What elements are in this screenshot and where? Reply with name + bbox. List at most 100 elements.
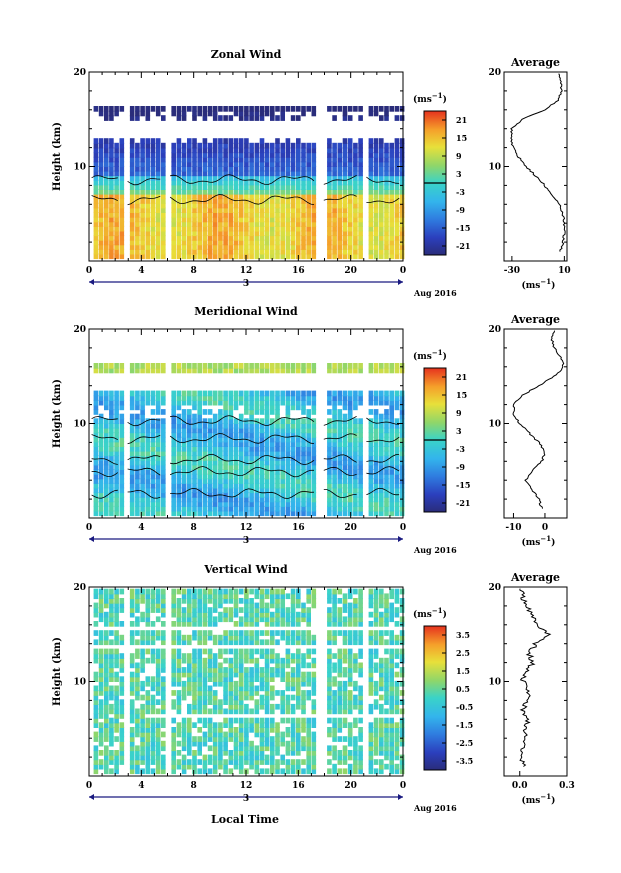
heatmap-cell (135, 593, 140, 600)
heatmap-cell (119, 165, 125, 172)
heatmap-cell (259, 482, 265, 489)
heatmap-cell (275, 427, 280, 434)
heatmap-cell (399, 505, 405, 512)
heatmap-cell (98, 496, 104, 503)
heatmap-cell (187, 395, 192, 401)
heatmap-cell (249, 671, 254, 678)
heatmap-cell (212, 445, 218, 452)
heatmap-cell (332, 478, 337, 484)
heatmap-cell (384, 212, 389, 218)
heatmap-cell (238, 138, 244, 144)
heatmap-cell (249, 459, 254, 466)
heatmap-cell (280, 496, 285, 503)
heatmap-cell (275, 653, 280, 659)
heatmap-cell (171, 593, 176, 600)
profile-x-label: (ms−1) (522, 534, 556, 548)
heatmap-cell (347, 248, 353, 255)
heatmap-cell (259, 685, 265, 692)
heatmap-cell (233, 685, 239, 692)
heatmap-cell (244, 690, 249, 696)
heatmap-cell (347, 409, 353, 415)
heatmap-cell (254, 142, 260, 149)
heatmap-cell (244, 152, 249, 158)
heatmap-cell (296, 667, 301, 673)
heatmap-cell (306, 235, 311, 241)
heatmap-cell (192, 156, 197, 163)
heatmap-cell (358, 745, 363, 752)
heatmap-cell (238, 363, 244, 369)
heatmap-cell (358, 731, 363, 738)
heatmap-cell (270, 768, 275, 775)
heatmap-cell (145, 147, 151, 154)
heatmap-cell (384, 630, 389, 636)
heatmap-cell (275, 142, 280, 149)
heatmap-cell (259, 395, 265, 401)
heatmap-cell (337, 473, 343, 480)
heatmap-cell (259, 667, 265, 673)
heatmap-cell (223, 478, 228, 484)
heatmap-cell (264, 450, 270, 457)
heatmap-cell (389, 363, 394, 369)
heatmap-cell (119, 399, 125, 406)
heatmap-cell (93, 161, 99, 167)
heatmap-cell (353, 478, 358, 484)
heatmap-cell (301, 717, 306, 724)
heatmap-cell (373, 464, 379, 470)
heatmap-cell (98, 212, 104, 218)
heatmap-cell (306, 147, 311, 154)
heatmap-cell (187, 170, 192, 177)
heatmap-cell (311, 750, 317, 756)
heatmap-cell (254, 110, 260, 117)
heatmap-cell (337, 727, 343, 733)
heatmap-cell (114, 390, 119, 397)
heatmap-cell (332, 115, 337, 121)
heatmap-cell (93, 216, 99, 223)
heatmap-cell (264, 193, 270, 200)
date-axis-arrow-right (398, 536, 403, 542)
heatmap-cell (176, 363, 182, 369)
heatmap-cell (373, 409, 379, 415)
heatmap-cell (98, 630, 104, 636)
heatmap-cell (109, 138, 114, 144)
heatmap-cell (150, 147, 156, 154)
y-axis-label: Height (km) (52, 379, 63, 448)
heatmap-cell (342, 699, 348, 705)
heatmap-cell (155, 492, 161, 498)
heatmap-cell (301, 671, 306, 678)
heatmap-cell (176, 690, 182, 696)
heatmap-cell (358, 106, 363, 112)
heatmap-cell (218, 708, 223, 715)
heatmap-cell (109, 225, 114, 232)
heatmap-cell (270, 175, 275, 181)
heatmap-cell (327, 445, 332, 452)
heatmap-cell (104, 459, 109, 466)
heatmap-cell (347, 244, 353, 250)
heatmap-cell (249, 685, 254, 692)
heatmap-cell (244, 496, 249, 503)
heatmap-cell (129, 657, 135, 664)
heatmap-cell (233, 404, 239, 411)
heatmap-cell (389, 221, 394, 227)
heatmap-cell (296, 179, 301, 186)
heatmap-cell (233, 165, 239, 172)
heatmap-cell (238, 235, 244, 241)
heatmap-cell (264, 487, 270, 494)
heatmap-cell (353, 588, 358, 595)
heatmap-cell (358, 170, 363, 177)
heatmap-cell (394, 496, 400, 503)
heatmap-cell (218, 699, 223, 705)
heatmap-cell (140, 221, 145, 227)
heatmap-cell (264, 630, 270, 636)
heatmap-cell (98, 207, 104, 213)
heatmap-cell (233, 253, 239, 260)
heatmap-cell (161, 482, 166, 489)
heatmap-cell (389, 717, 394, 724)
heatmap-cell (181, 193, 187, 200)
heatmap-cell (249, 501, 254, 507)
heatmap-cell (114, 445, 119, 452)
heatmap-cell (259, 404, 265, 411)
heatmap-cell (104, 193, 109, 200)
heatmap-cell (202, 602, 208, 609)
heatmap-cell (358, 611, 363, 618)
heatmap-cell (233, 422, 239, 429)
